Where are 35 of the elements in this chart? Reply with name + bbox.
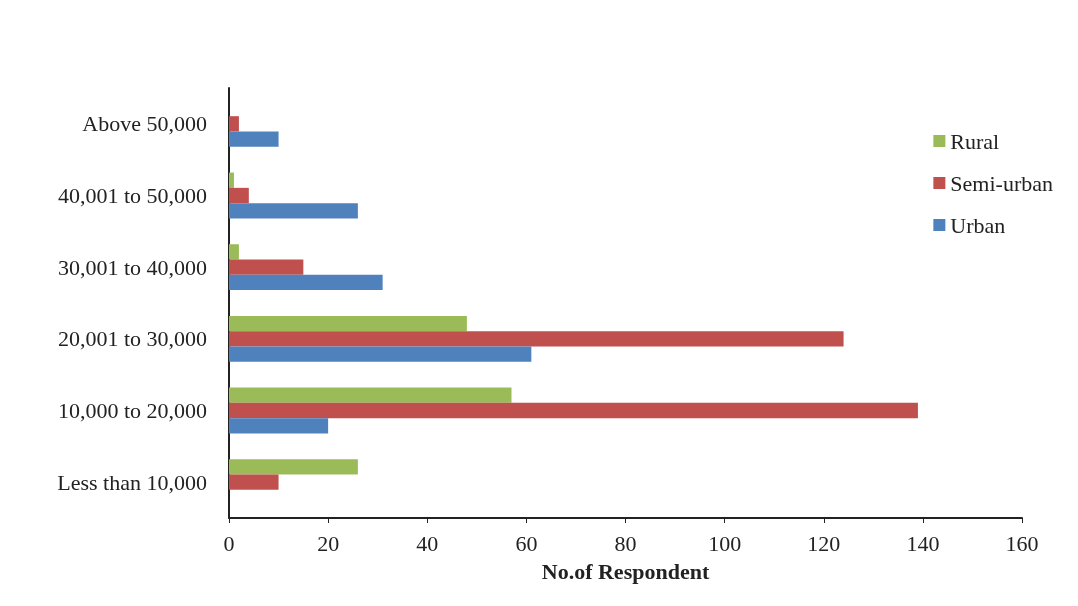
x-tick-label: 40 (416, 530, 439, 556)
x-tick-label: 60 (515, 530, 538, 556)
bar (229, 315, 467, 332)
x-axis-title: No.of Respondent (541, 558, 710, 584)
x-tick-label: 100 (708, 530, 742, 556)
x-tick-label: 80 (614, 530, 637, 556)
bar (229, 418, 329, 434)
y-tick-label: 40,001 to 50,000 (57, 183, 207, 208)
bar (229, 259, 304, 275)
y-tick-label: 10,000 to 20,000 (57, 398, 207, 423)
bar (229, 387, 512, 403)
y-tick-label: 30,001 to 40,000 (57, 254, 207, 280)
bar (229, 402, 918, 419)
bar (229, 116, 239, 132)
x-tick-label: 120 (807, 530, 841, 556)
y-tick-label: Less than 10,000 (57, 469, 207, 495)
legend-label: Semi-urban (950, 170, 1054, 196)
bar (229, 474, 279, 490)
legend-label: Rural (950, 128, 1000, 154)
x-tick-label: 140 (906, 530, 940, 556)
y-tick-label: Above 50,000 (82, 111, 207, 137)
bar (229, 203, 358, 219)
bar (229, 172, 234, 188)
bar (229, 346, 532, 362)
x-tick-label: 160 (1005, 530, 1039, 556)
bar (229, 131, 279, 147)
y-tick-label: 20,001 to 30,000 (57, 326, 207, 352)
x-tick-label: 20 (317, 530, 340, 556)
x-tick-label: 0 (223, 530, 235, 556)
bar (229, 331, 844, 347)
bar (229, 274, 383, 291)
bar (229, 244, 239, 260)
legend-label: Urban (950, 212, 1006, 238)
bar (229, 459, 358, 475)
bar (229, 187, 249, 204)
